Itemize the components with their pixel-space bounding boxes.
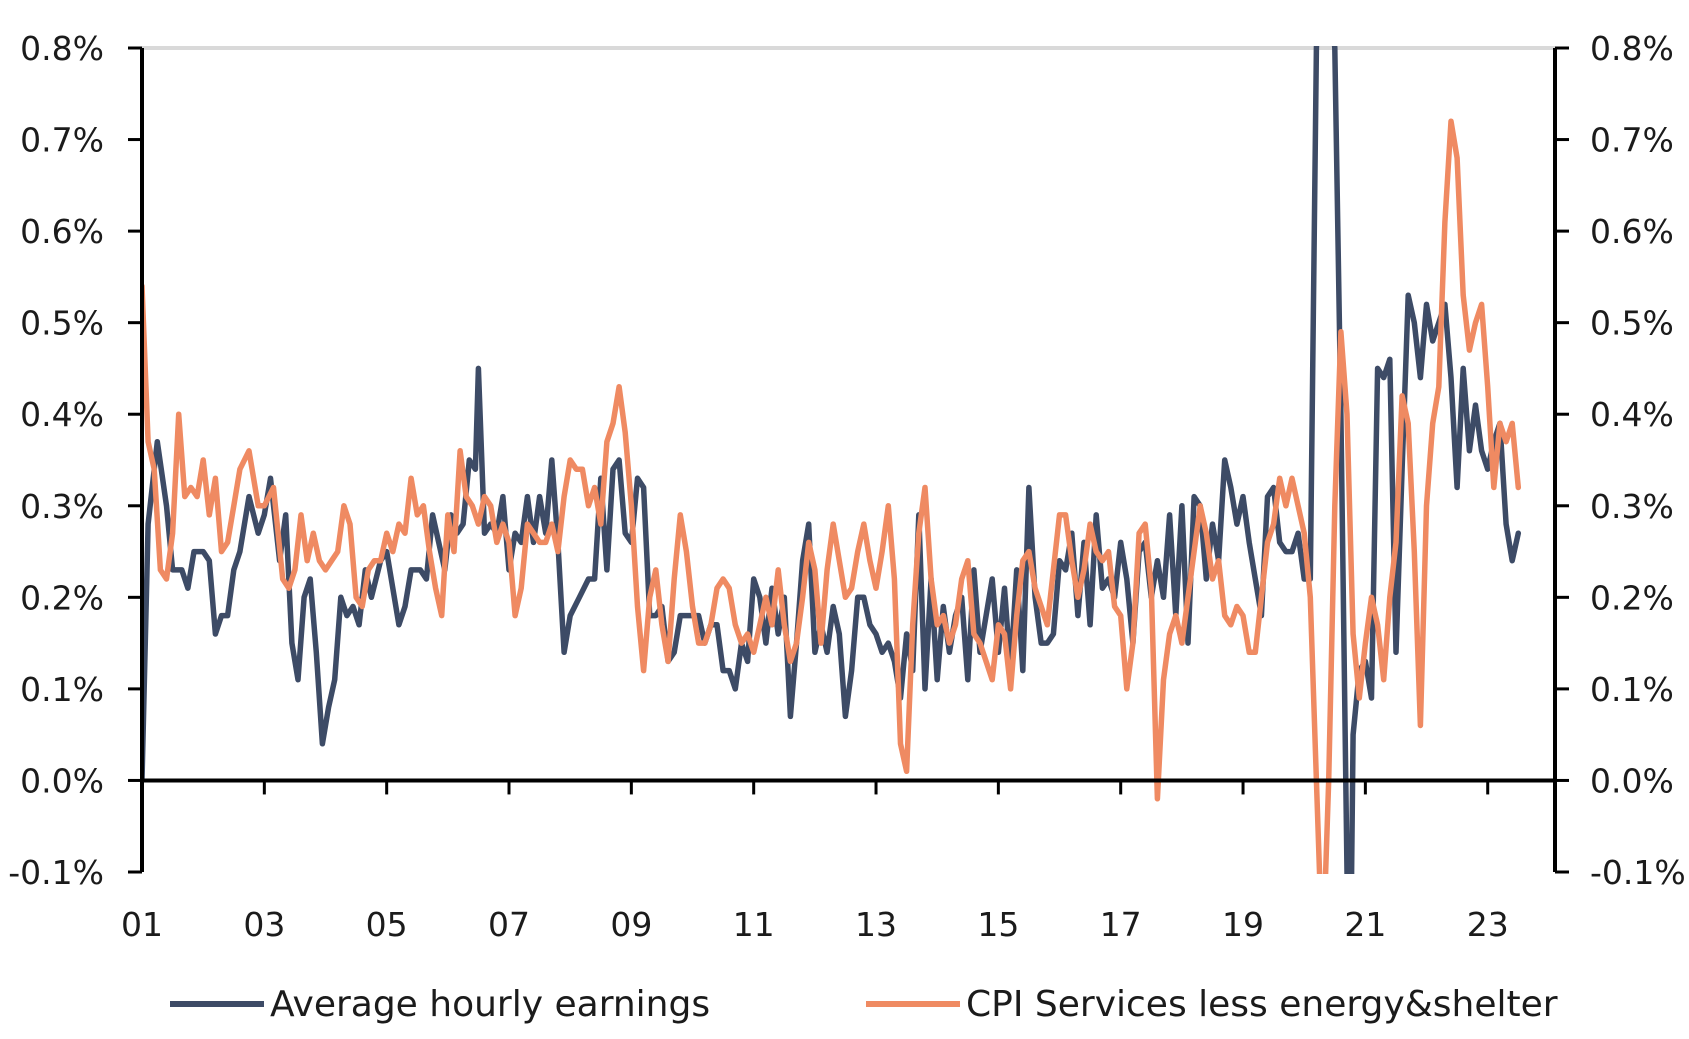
y-tick-label-right: 0.2% bbox=[1590, 578, 1674, 617]
y-tick-label-right: 0.5% bbox=[1590, 304, 1674, 343]
y-tick-label-left: 0.4% bbox=[20, 395, 104, 434]
x-tick-label: 23 bbox=[1467, 905, 1509, 944]
y-tick-label-left: 0.0% bbox=[20, 761, 104, 800]
y-tick-label-left: 0.7% bbox=[20, 121, 104, 160]
x-tick-label: 09 bbox=[610, 905, 652, 944]
y-tick-label-right: 0.6% bbox=[1590, 212, 1674, 251]
series-line-0 bbox=[142, 46, 1522, 874]
x-tick-label: 13 bbox=[855, 905, 897, 944]
x-tick-label: 07 bbox=[488, 905, 530, 944]
ticks-layer: -0.1% -0.1% 0.0% 0.0% 0.1% 0.1% 0.2% 0.2% 0.3% 0.… bbox=[8, 29, 1686, 944]
legend-label-average-hourly-earnings: Average hourly earnings bbox=[270, 984, 710, 1025]
x-tick-label: 19 bbox=[1222, 905, 1264, 944]
axes-layer bbox=[140, 48, 1557, 872]
x-tick-label: 01 bbox=[121, 905, 163, 944]
y-tick-label-left: 0.3% bbox=[20, 487, 104, 526]
x-tick-label: 11 bbox=[733, 905, 775, 944]
y-tick-label-right: 0.7% bbox=[1590, 121, 1674, 160]
y-tick-label-right: 0.4% bbox=[1590, 395, 1674, 434]
y-tick-label-right: 0.1% bbox=[1590, 670, 1674, 709]
x-tick-label: 17 bbox=[1100, 905, 1142, 944]
y-tick-label-right: 0.0% bbox=[1590, 761, 1674, 800]
x-tick-label: 03 bbox=[243, 905, 285, 944]
series-layer bbox=[142, 46, 1522, 874]
y-tick-label-left: -0.1% bbox=[8, 853, 104, 892]
x-tick-label: 15 bbox=[977, 905, 1019, 944]
y-tick-label-left: 0.1% bbox=[20, 670, 104, 709]
series-line-1 bbox=[142, 118, 1522, 874]
legend: Average hourly earnings CPI Services les… bbox=[170, 984, 1558, 1025]
y-tick-label-left: 0.2% bbox=[20, 578, 104, 617]
y-tick-label-right: 0.8% bbox=[1590, 29, 1674, 68]
y-tick-label-right: -0.1% bbox=[1590, 853, 1686, 892]
y-tick-label-right: 0.3% bbox=[1590, 487, 1674, 526]
y-tick-label-left: 0.8% bbox=[20, 29, 104, 68]
x-tick-label: 21 bbox=[1344, 905, 1386, 944]
y-tick-label-left: 0.5% bbox=[20, 304, 104, 343]
y-tick-label-left: 0.6% bbox=[20, 212, 104, 251]
x-tick-label: 05 bbox=[366, 905, 408, 944]
legend-label-cpi-services: CPI Services less energy&shelter bbox=[966, 984, 1558, 1025]
